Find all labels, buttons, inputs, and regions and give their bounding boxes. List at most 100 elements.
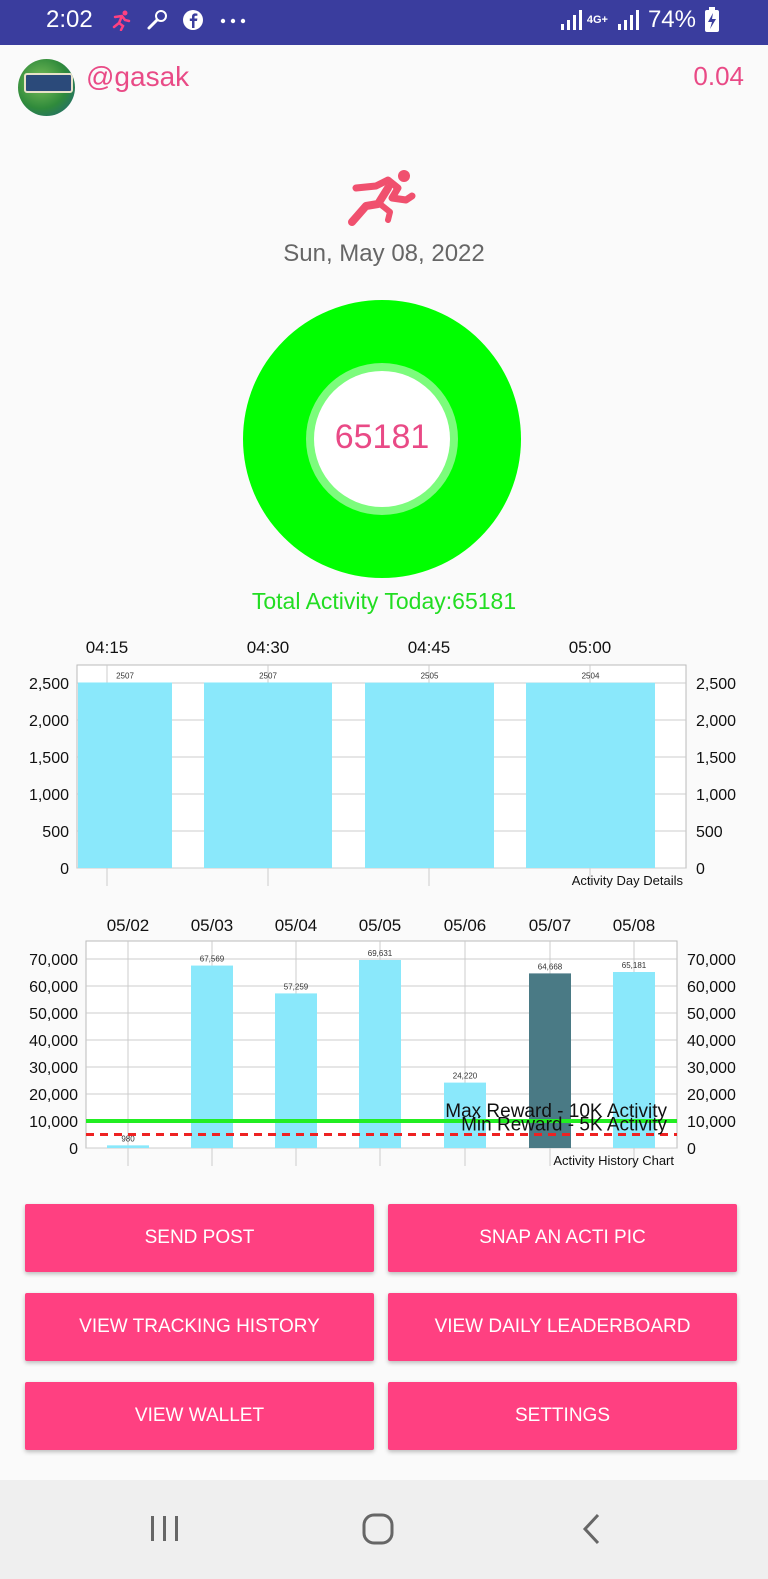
bar-value-label: 2507 <box>259 671 277 680</box>
y-tick-label-right: 50,000 <box>687 1006 736 1023</box>
status-time: 2:02 <box>46 6 93 33</box>
activity-count: 65181 <box>334 418 430 456</box>
y-tick-label-right: 1,000 <box>696 787 736 804</box>
more-icon <box>220 18 246 24</box>
activity-day-chart-svg: 0 0 500 500 1,000 1,000 1,500 1,500 2,000 2,000 2,… <box>29 638 736 888</box>
battery-percent: 74% <box>647 6 696 33</box>
notification-icons <box>110 9 248 31</box>
bar-value-label: 2505 <box>421 672 439 681</box>
bar <box>107 1145 149 1148</box>
y-tick-label-left: 1,000 <box>29 787 69 804</box>
y-tick-label-right: 1,500 <box>696 750 736 767</box>
bar <box>613 972 655 1148</box>
avatar[interactable] <box>18 59 75 116</box>
y-tick-label-left: 70,000 <box>29 952 78 969</box>
bar <box>526 682 655 868</box>
view-wallet-button[interactable]: VIEW WALLET <box>25 1382 374 1450</box>
home-icon[interactable] <box>353 1504 403 1554</box>
y-tick-label-right: 40,000 <box>687 1033 736 1050</box>
bar-value-label: 65,181 <box>622 961 647 970</box>
y-tick-label-left: 0 <box>69 1141 78 1158</box>
bar <box>191 965 233 1148</box>
send-post-button[interactable]: SEND POST <box>25 1204 374 1272</box>
chart-description: Activity History Chart <box>553 1153 674 1168</box>
activity-date: Sun, May 08, 2022 <box>283 240 485 267</box>
bar <box>204 682 332 868</box>
settings-button[interactable]: SETTINGS <box>388 1382 737 1450</box>
activity-ring <box>243 300 521 578</box>
system-nav-bar <box>0 1480 768 1579</box>
y-tick-label-right: 10,000 <box>687 1114 736 1131</box>
network-type: 4G+ <box>586 14 608 26</box>
x-category-label: 05/08 <box>613 916 656 935</box>
x-category-label: 05/02 <box>107 916 150 935</box>
runner-notification-icon <box>112 10 131 31</box>
view-tracking-history-button[interactable]: VIEW TRACKING HISTORY <box>25 1293 374 1361</box>
facebook-icon <box>183 10 203 30</box>
bar <box>275 993 317 1148</box>
signal-icon <box>560 10 582 30</box>
activity-day-chart: 0 0 500 500 1,000 1,000 1,500 1,500 2,000 2,000 2,… <box>0 630 768 900</box>
y-tick-label-left: 2,000 <box>29 713 69 730</box>
app-header: @gasak 0.04 <box>0 45 768 130</box>
y-tick-label-right: 30,000 <box>687 1060 736 1077</box>
x-category-label: 05/03 <box>191 916 234 935</box>
y-tick-label-left: 500 <box>42 824 69 841</box>
y-tick-label-right: 20,000 <box>687 1087 736 1104</box>
y-tick-label-left: 2,500 <box>29 676 69 693</box>
y-tick-label-right: 0 <box>696 861 705 878</box>
y-tick-label-right: 60,000 <box>687 979 736 996</box>
bar-value-label: 980 <box>121 1134 135 1143</box>
y-tick-label-left: 60,000 <box>29 979 78 996</box>
y-tick-label-right: 2,000 <box>696 713 736 730</box>
bar <box>444 1082 486 1148</box>
y-tick-label-left: 20,000 <box>29 1087 78 1104</box>
y-tick-label-left: 50,000 <box>29 1006 78 1023</box>
bar <box>359 959 401 1148</box>
y-tick-label-right: 2,500 <box>696 676 736 693</box>
y-tick-label-right: 0 <box>687 1141 696 1158</box>
battery-charging-icon <box>705 7 719 32</box>
bar-value-label: 57,259 <box>284 982 309 991</box>
status-bar: 2:02 4G+ 74% <box>0 0 768 45</box>
activity-history-chart-svg: 0 0 10,000 10,000 20,000 20,000 30,000 30,000 40… <box>29 916 736 1168</box>
chart-description: Activity Day Details <box>572 873 684 888</box>
bar-value-label: 2504 <box>582 672 600 681</box>
runner-icon <box>348 170 416 226</box>
y-tick-label-left: 30,000 <box>29 1060 78 1077</box>
total-activity-label: Total Activity Today:65181 <box>251 588 517 614</box>
bar-value-label: 67,569 <box>200 955 225 964</box>
activity-history-chart: 0 0 10,000 10,000 20,000 20,000 30,000 30,000 40… <box>0 908 768 1178</box>
bar-value-label: 69,631 <box>368 949 393 958</box>
x-category-label: 04:15 <box>86 638 129 657</box>
bar <box>529 973 571 1148</box>
signal-icon-2 <box>617 10 639 30</box>
x-category-label: 05/07 <box>529 916 572 935</box>
y-tick-label-left: 1,500 <box>29 750 69 767</box>
back-icon[interactable] <box>566 1504 616 1554</box>
bar-value-label: 64,668 <box>538 962 563 971</box>
y-tick-label-left: 40,000 <box>29 1033 78 1050</box>
avatar-logo-band <box>24 73 73 93</box>
x-category-label: 05/04 <box>275 916 318 935</box>
username[interactable]: @gasak <box>86 61 190 92</box>
y-tick-label-right: 500 <box>696 824 723 841</box>
y-tick-label-right: 70,000 <box>687 952 736 969</box>
x-category-label: 05/06 <box>444 916 487 935</box>
min-reward-label: Min Reward - 5K Activity <box>461 1115 667 1136</box>
balance: 0.04 <box>693 61 744 91</box>
system-status: 4G+ 74% <box>559 6 720 34</box>
x-category-label: 04:45 <box>408 638 451 657</box>
y-tick-label-left: 0 <box>60 861 69 878</box>
x-category-label: 04:30 <box>247 638 290 657</box>
x-category-label: 05:00 <box>569 638 612 657</box>
view-daily-leaderboard-button[interactable]: VIEW DAILY LEADERBOARD <box>388 1293 737 1361</box>
bar-value-label: 2507 <box>116 671 134 680</box>
microphone-icon <box>147 10 167 30</box>
snap-acti-pic-button[interactable]: SNAP AN ACTI PIC <box>388 1204 737 1272</box>
bar <box>365 682 494 868</box>
max-reward-label: Max Reward - 10K Activity <box>445 1101 667 1122</box>
recent-apps-icon[interactable] <box>140 1504 190 1554</box>
bar-value-label: 24,220 <box>453 1072 478 1081</box>
y-tick-label-left: 10,000 <box>29 1114 78 1131</box>
